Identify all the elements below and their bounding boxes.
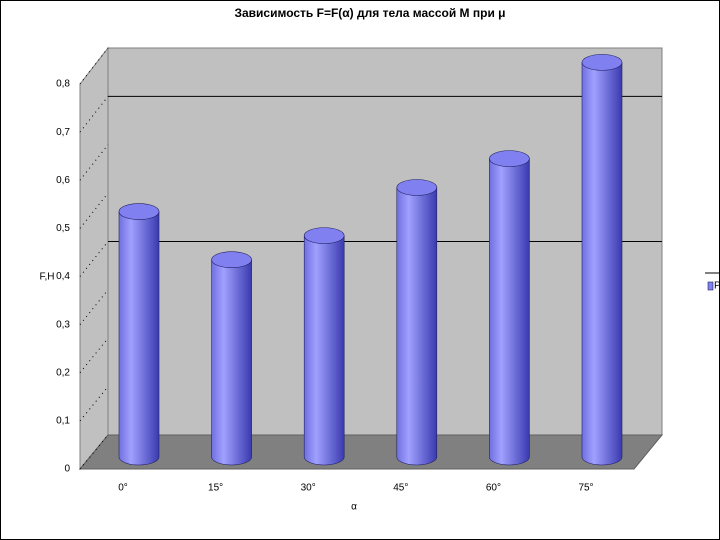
- x-tick-label: 45°: [393, 483, 408, 494]
- legend-label: P: [714, 281, 720, 292]
- y-tick-label: 0: [64, 464, 70, 475]
- y-tick-label: 0,3: [56, 319, 70, 330]
- bar-top: [303, 227, 345, 244]
- x-tick-label: 60°: [486, 483, 501, 494]
- bar: [489, 158, 530, 466]
- bar: [581, 62, 623, 466]
- x-tick-label: 15°: [208, 483, 223, 494]
- bar-top: [118, 203, 160, 220]
- x-tick-label: 30°: [301, 483, 316, 494]
- chart-title: Зависимость F=F(α) для тела массой M при…: [234, 6, 505, 20]
- side-wall: [79, 46, 109, 471]
- bar-top: [489, 150, 530, 167]
- bar-top: [211, 251, 252, 268]
- y-tick-label: 0,7: [56, 127, 70, 138]
- y-axis-label: F,H: [40, 272, 55, 283]
- bar: [118, 211, 160, 466]
- floor: [78, 434, 664, 470]
- bar-top: [396, 179, 438, 196]
- y-tick-label: 0,5: [56, 223, 70, 234]
- y-tick-label: 0,2: [56, 367, 70, 378]
- legend-swatch: [707, 281, 714, 291]
- x-tick-label: 75°: [578, 483, 593, 494]
- bar-top: [581, 54, 623, 71]
- x-tick-label: 0°: [118, 483, 128, 494]
- bar: [303, 235, 345, 466]
- x-axis-label: α: [351, 502, 357, 513]
- y-tick-label: 0,6: [56, 175, 70, 186]
- y-tick-label: 0,8: [56, 79, 70, 90]
- y-tick-label: 0,4: [56, 271, 70, 282]
- bar: [396, 187, 438, 466]
- y-tick-label: 0,1: [56, 416, 70, 427]
- bar: [211, 259, 252, 466]
